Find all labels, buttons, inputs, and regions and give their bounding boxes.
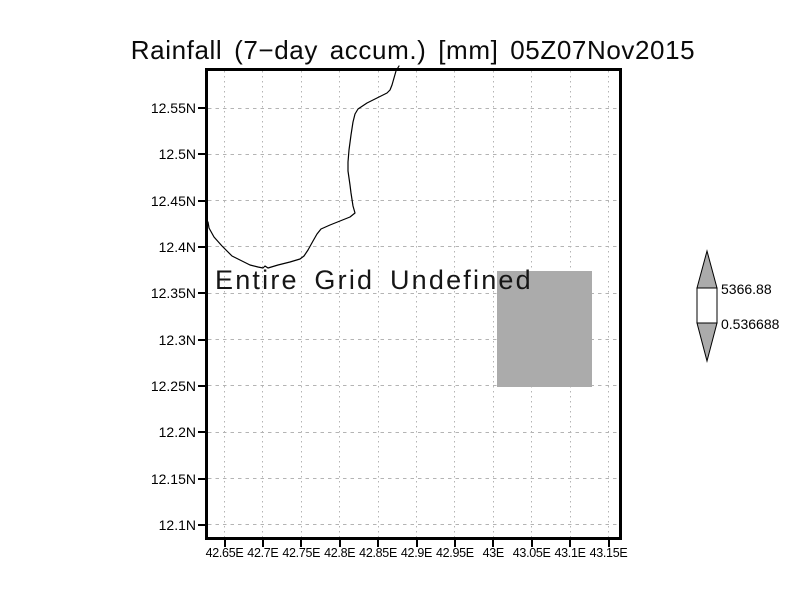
y-axis-tick — [198, 153, 205, 156]
colorbar-upper-arrow-icon — [696, 249, 718, 289]
grid-line-horizontal — [208, 246, 619, 248]
x-axis-tick — [223, 540, 226, 547]
colorbar-max-label: 5366.88 — [721, 281, 772, 297]
y-axis-tick — [198, 245, 205, 248]
map-area: Entire Grid Undefined — [207, 65, 619, 537]
grid-line-horizontal — [208, 153, 619, 155]
x-tick-label: 43.05E — [512, 546, 551, 560]
grid-line-horizontal — [208, 200, 619, 202]
x-tick-label: 42.85E — [359, 546, 397, 560]
y-tick-label: 12.3N — [158, 331, 196, 348]
x-tick-label: 43.1E — [554, 546, 586, 560]
grid-line-vertical — [492, 71, 494, 537]
grid-line-vertical — [608, 71, 609, 537]
y-tick-label: 12.55N — [150, 100, 196, 116]
y-tick-label: 12.2N — [158, 424, 196, 441]
x-axis-tick — [530, 540, 533, 547]
x-tick-label: 42.75E — [282, 546, 321, 560]
y-tick-label: 12.25N — [150, 377, 196, 394]
grid-line-horizontal — [208, 524, 619, 526]
undefined-grid-message: Entire Grid Undefined — [215, 265, 533, 295]
x-tick-label: 42.9E — [400, 546, 433, 560]
x-axis-tick — [377, 540, 380, 547]
y-axis-tick — [198, 107, 205, 109]
coastline — [207, 65, 400, 269]
grid-line-vertical — [300, 71, 302, 537]
coastline-path — [207, 65, 400, 269]
y-axis-tick — [198, 338, 205, 341]
x-tick-label: 43E — [482, 546, 505, 560]
y-tick-label: 12.15N — [150, 470, 196, 487]
x-tick-label: 42.65E — [205, 546, 244, 560]
y-axis-tick — [198, 292, 205, 295]
y-tick-label: 12.1N — [158, 516, 196, 533]
x-axis-tick — [492, 540, 495, 547]
y-axis-tick — [198, 523, 205, 526]
x-axis-tick — [261, 540, 264, 547]
grid-line-vertical — [262, 71, 264, 537]
x-tick-label: 42.7E — [247, 546, 279, 560]
grid-line-vertical — [416, 71, 417, 537]
y-tick-label: 12.5N — [158, 146, 196, 163]
x-tick-label: 42.95E — [435, 546, 474, 560]
colorbar-lower-arrow-icon — [696, 322, 718, 363]
plot-title: Rainfall (7−day accum.) [mm] 05Z07Nov201… — [130, 35, 696, 65]
x-axis-tick — [415, 540, 418, 547]
colorbar-min-label: 0.536688 — [721, 316, 780, 332]
y-axis-tick — [198, 477, 205, 480]
grid-line-vertical — [339, 71, 341, 537]
grid-line-vertical — [454, 71, 456, 537]
x-axis-tick — [453, 540, 456, 547]
grid-line-horizontal — [208, 107, 619, 109]
colorbar-mid-band — [696, 287, 718, 324]
y-axis-tick — [198, 384, 205, 387]
grid-line-horizontal — [208, 385, 619, 387]
x-axis-tick — [607, 540, 610, 547]
y-tick-label: 12.45N — [150, 192, 196, 209]
y-axis-tick — [198, 431, 205, 434]
grid-line-horizontal — [208, 339, 619, 341]
x-tick-label: 43.15E — [589, 546, 628, 560]
x-axis-tick — [338, 540, 341, 547]
x-axis-tick — [569, 540, 572, 547]
grid-line-vertical — [377, 71, 379, 537]
grid-line-horizontal — [208, 431, 619, 433]
grid-line-horizontal — [208, 292, 619, 294]
x-tick-label: 42.8E — [324, 546, 356, 560]
y-tick-label: 12.35N — [150, 285, 196, 302]
grid-line-horizontal — [208, 478, 619, 480]
undefined-data-region — [497, 271, 592, 387]
colorbar — [696, 249, 718, 363]
x-axis-tick — [300, 540, 303, 547]
y-axis-tick — [198, 199, 205, 202]
map-frame — [205, 68, 622, 540]
grid-line-vertical — [224, 71, 225, 537]
y-tick-label: 12.4N — [158, 238, 196, 255]
